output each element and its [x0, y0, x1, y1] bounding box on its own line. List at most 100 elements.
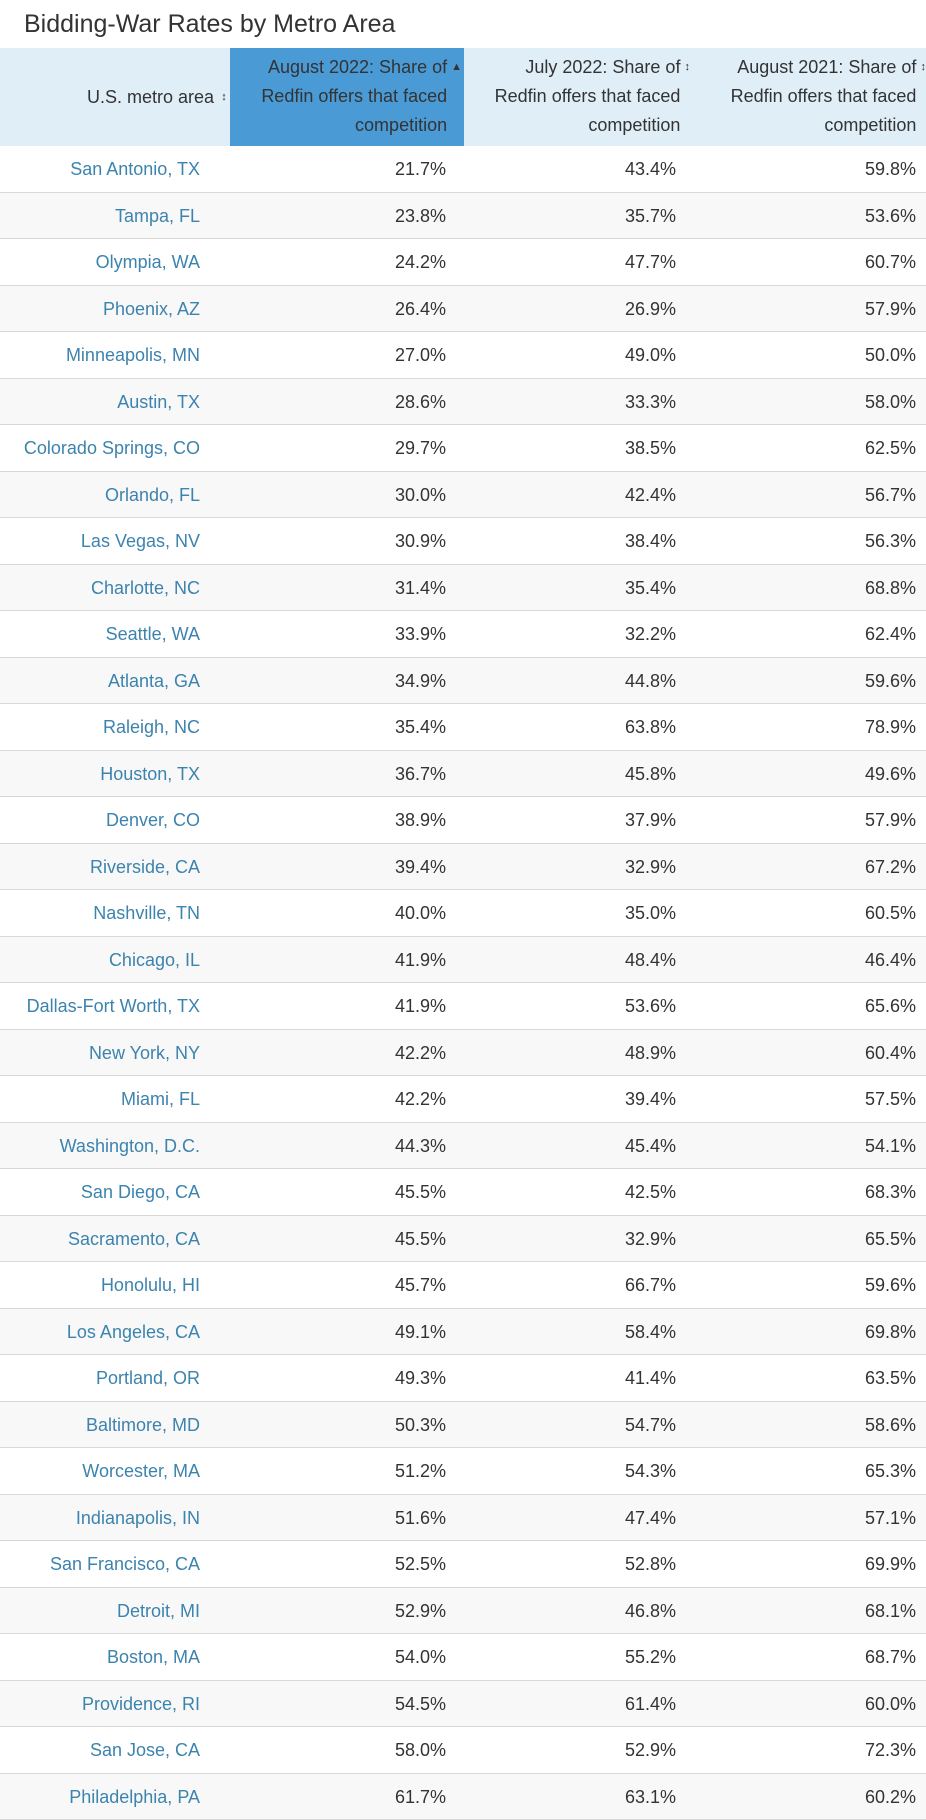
- metro-cell[interactable]: Worcester, MA: [0, 1448, 230, 1494]
- jul-2022-cell: 47.4%: [464, 1495, 690, 1541]
- aug-2022-cell: 45.5%: [230, 1216, 464, 1262]
- aug-2022-cell: 61.7%: [230, 1774, 464, 1820]
- metro-cell[interactable]: San Diego, CA: [0, 1169, 230, 1215]
- metro-cell[interactable]: Riverside, CA: [0, 844, 230, 890]
- jul-2022-cell: 47.7%: [464, 239, 690, 285]
- metro-cell[interactable]: Dallas-Fort Worth, TX: [0, 983, 230, 1029]
- aug-2021-cell: 57.9%: [690, 797, 926, 843]
- column-header-aug-2021[interactable]: August 2021: Share of Redfin offers that…: [690, 48, 926, 146]
- metro-cell[interactable]: Providence, RI: [0, 1681, 230, 1727]
- metro-cell[interactable]: Austin, TX: [0, 379, 230, 425]
- aug-2021-cell: 59.6%: [690, 658, 926, 704]
- aug-2022-cell: 26.4%: [230, 286, 464, 332]
- sort-both-icon: ↕: [218, 83, 230, 112]
- metro-cell[interactable]: Denver, CO: [0, 797, 230, 843]
- jul-2022-cell: 45.4%: [464, 1123, 690, 1169]
- metro-cell[interactable]: San Francisco, CA: [0, 1541, 230, 1587]
- aug-2022-cell: 21.7%: [230, 146, 464, 192]
- metro-cell[interactable]: Nashville, TN: [0, 890, 230, 936]
- metro-cell[interactable]: San Jose, CA: [0, 1727, 230, 1773]
- aug-2022-cell: 52.5%: [230, 1541, 464, 1587]
- jul-2022-cell: 26.9%: [464, 286, 690, 332]
- aug-2021-cell: 50.0%: [690, 332, 926, 378]
- jul-2022-cell: 55.2%: [464, 1634, 690, 1680]
- jul-2022-cell: 43.4%: [464, 146, 690, 192]
- metro-cell[interactable]: Tampa, FL: [0, 193, 230, 239]
- metro-cell[interactable]: San Antonio, TX: [0, 146, 230, 192]
- jul-2022-cell: 48.4%: [464, 937, 690, 983]
- metro-cell[interactable]: Sacramento, CA: [0, 1216, 230, 1262]
- metro-cell[interactable]: New York, NY: [0, 1030, 230, 1076]
- aug-2022-cell: 30.9%: [230, 518, 464, 564]
- jul-2022-cell: 32.9%: [464, 844, 690, 890]
- jul-2022-cell: 54.7%: [464, 1402, 690, 1448]
- aug-2021-cell: 58.6%: [690, 1402, 926, 1448]
- aug-2021-cell: 60.4%: [690, 1030, 926, 1076]
- column-header-label: August 2022: Share of Redfin offers that…: [238, 53, 447, 140]
- jul-2022-cell: 66.7%: [464, 1262, 690, 1308]
- table-header-row: U.S. metro area ↕ August 2022: Share of …: [0, 48, 926, 146]
- jul-2022-cell: 42.5%: [464, 1169, 690, 1215]
- metro-cell[interactable]: Indianapolis, IN: [0, 1495, 230, 1541]
- aug-2021-cell: 62.4%: [690, 611, 926, 657]
- metro-cell[interactable]: Orlando, FL: [0, 472, 230, 518]
- aug-2021-cell: 69.9%: [690, 1541, 926, 1587]
- metro-cell[interactable]: Phoenix, AZ: [0, 286, 230, 332]
- metro-cell[interactable]: Baltimore, MD: [0, 1402, 230, 1448]
- metro-cell[interactable]: Seattle, WA: [0, 611, 230, 657]
- aug-2022-cell: 49.3%: [230, 1355, 464, 1401]
- aug-2022-cell: 45.5%: [230, 1169, 464, 1215]
- metro-cell[interactable]: Boston, MA: [0, 1634, 230, 1680]
- metro-cell[interactable]: Washington, D.C.: [0, 1123, 230, 1169]
- metro-cell[interactable]: Olympia, WA: [0, 239, 230, 285]
- metro-cell[interactable]: Colorado Springs, CO: [0, 425, 230, 471]
- metro-cell[interactable]: Los Angeles, CA: [0, 1309, 230, 1355]
- column-header-aug-2022[interactable]: August 2022: Share of Redfin offers that…: [230, 48, 464, 146]
- jul-2022-cell: 61.4%: [464, 1681, 690, 1727]
- bidding-war-table: U.S. metro area ↕ August 2022: Share of …: [0, 48, 926, 1820]
- table-title: Bidding-War Rates by Metro Area: [0, 0, 926, 48]
- aug-2022-cell: 42.2%: [230, 1030, 464, 1076]
- column-header-jul-2022[interactable]: July 2022: Share of Redfin offers that f…: [464, 48, 690, 146]
- aug-2021-cell: 60.7%: [690, 239, 926, 285]
- metro-cell[interactable]: Atlanta, GA: [0, 658, 230, 704]
- metro-cell[interactable]: Philadelphia, PA: [0, 1774, 230, 1820]
- aug-2022-cell: 24.2%: [230, 239, 464, 285]
- table-row: Washington, D.C.44.3%45.4%54.1%: [0, 1123, 926, 1170]
- metro-cell[interactable]: Raleigh, NC: [0, 704, 230, 750]
- aug-2021-cell: 59.6%: [690, 1262, 926, 1308]
- aug-2021-cell: 65.5%: [690, 1216, 926, 1262]
- aug-2021-cell: 69.8%: [690, 1309, 926, 1355]
- metro-cell[interactable]: Las Vegas, NV: [0, 518, 230, 564]
- jul-2022-cell: 38.4%: [464, 518, 690, 564]
- metro-cell[interactable]: Detroit, MI: [0, 1588, 230, 1634]
- aug-2022-cell: 42.2%: [230, 1076, 464, 1122]
- aug-2021-cell: 68.8%: [690, 565, 926, 611]
- aug-2022-cell: 39.4%: [230, 844, 464, 890]
- aug-2022-cell: 38.9%: [230, 797, 464, 843]
- metro-cell[interactable]: Minneapolis, MN: [0, 332, 230, 378]
- metro-cell[interactable]: Portland, OR: [0, 1355, 230, 1401]
- column-header-metro[interactable]: U.S. metro area ↕: [0, 48, 230, 146]
- aug-2022-cell: 51.6%: [230, 1495, 464, 1541]
- metro-cell[interactable]: Charlotte, NC: [0, 565, 230, 611]
- jul-2022-cell: 38.5%: [464, 425, 690, 471]
- metro-cell[interactable]: Miami, FL: [0, 1076, 230, 1122]
- metro-cell[interactable]: Houston, TX: [0, 751, 230, 797]
- aug-2022-cell: 58.0%: [230, 1727, 464, 1773]
- metro-cell[interactable]: Honolulu, HI: [0, 1262, 230, 1308]
- aug-2021-cell: 60.0%: [690, 1681, 926, 1727]
- metro-cell[interactable]: Chicago, IL: [0, 937, 230, 983]
- jul-2022-cell: 35.0%: [464, 890, 690, 936]
- aug-2022-cell: 51.2%: [230, 1448, 464, 1494]
